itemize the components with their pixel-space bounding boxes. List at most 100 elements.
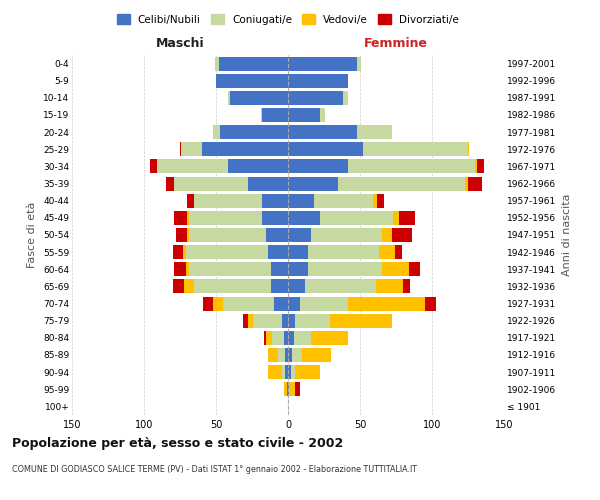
Text: Femmine: Femmine — [364, 37, 428, 50]
Bar — [311, 331, 349, 345]
Bar — [227, 160, 288, 173]
Bar — [288, 296, 299, 310]
Bar — [274, 296, 288, 310]
Bar — [203, 296, 213, 310]
Bar — [266, 228, 288, 242]
Bar — [343, 91, 349, 105]
Bar — [271, 280, 288, 293]
Bar — [308, 245, 379, 259]
Bar — [288, 142, 363, 156]
Bar — [338, 176, 465, 190]
Bar — [285, 348, 288, 362]
Bar — [194, 194, 262, 207]
Bar — [288, 194, 314, 207]
Bar — [230, 91, 288, 105]
Bar — [291, 365, 295, 379]
Bar — [288, 382, 289, 396]
Bar — [219, 56, 288, 70]
Bar — [173, 245, 183, 259]
Bar — [425, 296, 436, 310]
Bar — [268, 365, 282, 379]
Bar — [288, 280, 305, 293]
Y-axis label: Anni di nascita: Anni di nascita — [562, 194, 572, 276]
Bar — [174, 262, 186, 276]
Bar — [288, 125, 357, 139]
Bar — [289, 382, 295, 396]
Bar — [183, 245, 186, 259]
Legend: Celibi/Nubili, Coniugati/e, Vedovi/e, Divorziati/e: Celibi/Nubili, Coniugati/e, Vedovi/e, Di… — [113, 10, 463, 29]
Bar — [377, 194, 385, 207]
Bar — [295, 365, 320, 379]
Bar — [395, 245, 402, 259]
Bar — [227, 91, 230, 105]
Bar — [320, 211, 393, 225]
Bar — [288, 314, 295, 328]
Bar — [187, 228, 188, 242]
Bar — [248, 314, 253, 328]
Bar — [287, 382, 288, 396]
Bar — [180, 142, 181, 156]
Bar — [213, 296, 223, 310]
Bar — [181, 142, 202, 156]
Text: Popolazione per età, sesso e stato civile - 2002: Popolazione per età, sesso e stato civil… — [12, 438, 343, 450]
Bar — [188, 262, 271, 276]
Bar — [157, 160, 227, 173]
Bar — [288, 245, 308, 259]
Bar — [292, 348, 302, 362]
Text: COMUNE DI GODIASCO SALICE TERME (PV) - Dati ISTAT 1° gennaio 2002 - Elaborazione: COMUNE DI GODIASCO SALICE TERME (PV) - D… — [12, 466, 417, 474]
Bar — [409, 262, 421, 276]
Bar — [320, 108, 325, 122]
Bar — [188, 211, 262, 225]
Bar — [186, 245, 268, 259]
Bar — [216, 74, 288, 88]
Bar — [311, 228, 382, 242]
Bar — [282, 314, 288, 328]
Bar — [220, 125, 288, 139]
Bar — [188, 228, 266, 242]
Bar — [379, 245, 395, 259]
Bar — [363, 142, 468, 156]
Bar — [357, 56, 361, 70]
Bar — [288, 228, 311, 242]
Bar — [282, 365, 285, 379]
Bar — [295, 314, 330, 328]
Bar — [262, 108, 288, 122]
Bar — [176, 228, 187, 242]
Bar — [302, 348, 331, 362]
Bar — [288, 211, 320, 225]
Bar — [150, 160, 157, 173]
Bar — [476, 160, 484, 173]
Bar — [403, 280, 410, 293]
Bar — [465, 176, 468, 190]
Bar — [223, 296, 274, 310]
Bar — [253, 314, 282, 328]
Bar — [262, 211, 288, 225]
Bar — [288, 331, 294, 345]
Bar — [268, 348, 278, 362]
Bar — [288, 91, 343, 105]
Bar — [373, 194, 377, 207]
Bar — [349, 160, 475, 173]
Bar — [288, 176, 338, 190]
Bar — [299, 296, 349, 310]
Bar — [305, 280, 376, 293]
Bar — [284, 382, 287, 396]
Bar — [173, 280, 184, 293]
Bar — [288, 74, 349, 88]
Bar — [288, 365, 291, 379]
Bar — [314, 194, 373, 207]
Bar — [295, 382, 299, 396]
Bar — [272, 331, 284, 345]
Bar — [248, 176, 288, 190]
Bar — [288, 262, 308, 276]
Bar — [213, 125, 220, 139]
Bar — [266, 331, 272, 345]
Bar — [399, 211, 415, 225]
Y-axis label: Fasce di età: Fasce di età — [28, 202, 37, 268]
Bar — [271, 262, 288, 276]
Bar — [382, 262, 409, 276]
Bar — [288, 108, 320, 122]
Bar — [392, 228, 412, 242]
Bar — [174, 211, 187, 225]
Bar — [393, 211, 399, 225]
